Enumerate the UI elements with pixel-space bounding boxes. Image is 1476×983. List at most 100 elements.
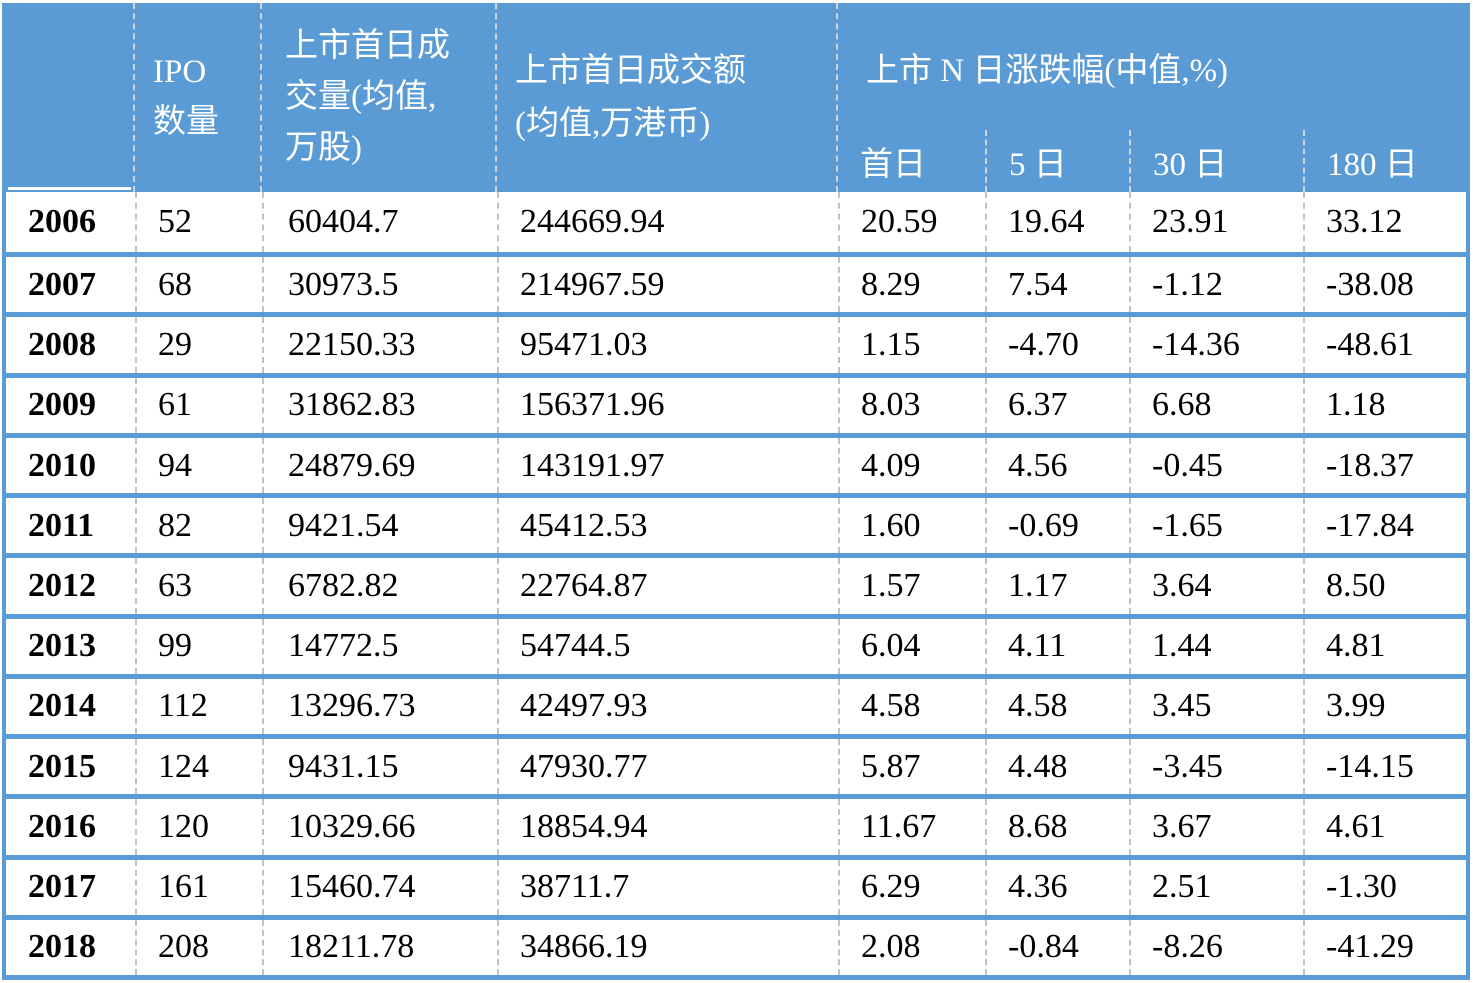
table-header: IPO 数量 上市首日成 交量(均值, 万股) 上市首日成交额 (均值,万港币)… — [2, 3, 1470, 192]
change-30-day-cell: 1.44 — [1129, 618, 1303, 674]
ipo-statistics-table: IPO 数量 上市首日成 交量(均值, 万股) 上市首日成交额 (均值,万港币)… — [0, 3, 1476, 983]
table-row: 2013 99 14772.5 54744.5 6.04 4.11 1.44 4… — [6, 613, 1466, 674]
change-30-day-cell: -8.26 — [1129, 919, 1303, 975]
change-5-day-cell: 6.37 — [985, 377, 1129, 433]
change-5-day-cell: 4.11 — [985, 618, 1129, 674]
first-day-volume-cell: 30973.5 — [262, 257, 497, 313]
first-day-volume-cell: 6782.82 — [262, 558, 497, 614]
first-day-volume-cell: 24879.69 — [262, 437, 497, 494]
table-row: 2016 120 10329.66 18854.94 11.67 8.68 3.… — [6, 794, 1466, 855]
table-row: 2011 82 9421.54 45412.53 1.60 -0.69 -1.6… — [6, 493, 1466, 554]
change-30-day-cell: 2.51 — [1129, 859, 1303, 915]
first-day-volume-cell: 15460.74 — [262, 859, 497, 915]
first-day-turnover-cell: 214967.59 — [497, 257, 838, 313]
first-day-turnover-cell: 34866.19 — [497, 919, 838, 975]
change-5-day-cell: 4.58 — [985, 678, 1129, 735]
first-day-volume-cell: 10329.66 — [262, 799, 497, 855]
change-first-day-cell: 1.57 — [838, 558, 985, 614]
first-day-volume-cell: 9431.15 — [262, 739, 497, 795]
change-30-day-cell: -14.36 — [1129, 317, 1303, 373]
header-volume-line: 万股) — [285, 130, 362, 167]
change-30-day-cell: 6.68 — [1129, 377, 1303, 433]
ipo-count-cell: 63 — [135, 558, 262, 614]
ipo-count-cell: 68 — [135, 257, 262, 313]
year-cell: 2009 — [6, 377, 135, 433]
table-row: 2006 52 60404.7 244669.94 20.59 19.64 23… — [6, 192, 1466, 253]
change-30-day-cell: 23.91 — [1129, 192, 1303, 253]
header-ipo-line: IPO — [153, 54, 207, 90]
change-30-day-cell: -1.12 — [1129, 257, 1303, 313]
table-row: 2012 63 6782.82 22764.87 1.57 1.17 3.64 … — [6, 553, 1466, 614]
year-cell: 2012 — [6, 558, 135, 614]
first-day-turnover-cell: 42497.93 — [497, 678, 838, 735]
header-change-group: 上市 N 日涨跌幅(中值,%) 首日 5 日 30 日 180 日 — [836, 3, 1470, 192]
first-day-turnover-cell: 22764.87 — [497, 558, 838, 614]
change-5-day-cell: 7.54 — [985, 257, 1129, 313]
change-5-day-cell: -0.84 — [985, 919, 1129, 975]
change-5-day-cell: 1.17 — [985, 558, 1129, 614]
year-cell: 2006 — [6, 192, 135, 253]
change-first-day-cell: 8.29 — [838, 257, 985, 313]
first-day-volume-cell: 18211.78 — [262, 919, 497, 975]
year-cell: 2010 — [6, 437, 135, 494]
table-row: 2014 112 13296.73 42497.93 4.58 4.58 3.4… — [6, 673, 1466, 735]
change-first-day-cell: 4.09 — [838, 437, 985, 494]
change-180-day-cell: 4.61 — [1303, 799, 1466, 855]
change-first-day-cell: 20.59 — [838, 192, 985, 253]
year-cell: 2011 — [6, 498, 135, 554]
ipo-count-cell: 99 — [135, 618, 262, 674]
ipo-count-cell: 94 — [135, 437, 262, 494]
change-5-day-cell: -4.70 — [985, 317, 1129, 373]
header-ipo-count: IPO 数量 — [133, 3, 260, 192]
first-day-turnover-cell: 45412.53 — [497, 498, 838, 554]
header-sub-5-day: 5 日 — [985, 130, 1129, 192]
first-day-volume-cell: 22150.33 — [262, 317, 497, 373]
change-180-day-cell: 33.12 — [1303, 192, 1466, 253]
change-30-day-cell: 3.45 — [1129, 678, 1303, 735]
ipo-count-cell: 82 — [135, 498, 262, 554]
header-first-day-turnover: 上市首日成交额 (均值,万港币) — [495, 3, 836, 192]
change-180-day-cell: -38.08 — [1303, 257, 1466, 313]
year-cell: 2014 — [6, 678, 135, 735]
change-first-day-cell: 4.58 — [838, 678, 985, 735]
ipo-count-cell: 161 — [135, 859, 262, 915]
change-first-day-cell: 6.29 — [838, 859, 985, 915]
change-5-day-cell: 4.48 — [985, 739, 1129, 795]
change-first-day-cell: 11.67 — [838, 799, 985, 855]
change-first-day-cell: 5.87 — [838, 739, 985, 795]
year-cell: 2016 — [6, 799, 135, 855]
year-cell: 2007 — [6, 257, 135, 313]
header-volume-line: 交量(均值, — [285, 78, 437, 115]
change-30-day-cell: -1.65 — [1129, 498, 1303, 554]
header-year-cell — [2, 3, 133, 192]
table-row: 2017 161 15460.74 38711.7 6.29 4.36 2.51… — [6, 854, 1466, 915]
change-180-day-cell: 1.18 — [1303, 377, 1466, 433]
first-day-turnover-cell: 244669.94 — [497, 192, 838, 253]
change-first-day-cell: 1.60 — [838, 498, 985, 554]
table-body: 2006 52 60404.7 244669.94 20.59 19.64 23… — [2, 192, 1470, 980]
change-180-day-cell: -18.37 — [1303, 437, 1466, 494]
year-cell: 2013 — [6, 618, 135, 674]
header-turnover-line: 上市首日成交额 — [515, 52, 746, 89]
change-180-day-cell: -14.15 — [1303, 739, 1466, 795]
first-day-volume-cell: 60404.7 — [262, 192, 497, 253]
header-sub-30-day: 30 日 — [1129, 130, 1303, 192]
ipo-count-cell: 124 — [135, 739, 262, 795]
change-180-day-cell: -1.30 — [1303, 859, 1466, 915]
table-row: 2009 61 31862.83 156371.96 8.03 6.37 6.6… — [6, 372, 1466, 433]
ipo-count-cell: 208 — [135, 919, 262, 975]
change-180-day-cell: -41.29 — [1303, 919, 1466, 975]
change-180-day-cell: -48.61 — [1303, 317, 1466, 373]
change-5-day-cell: 4.56 — [985, 437, 1129, 494]
change-30-day-cell: 3.67 — [1129, 799, 1303, 855]
change-30-day-cell: -0.45 — [1129, 437, 1303, 494]
first-day-turnover-cell: 156371.96 — [497, 377, 838, 433]
header-sub-first-day: 首日 — [860, 147, 926, 183]
header-first-day-volume: 上市首日成 交量(均值, 万股) — [260, 3, 495, 192]
year-column-underline — [8, 187, 131, 190]
table-row: 2010 94 24879.69 143191.97 4.09 4.56 -0.… — [6, 432, 1466, 494]
change-5-day-cell: -0.69 — [985, 498, 1129, 554]
first-day-turnover-cell: 54744.5 — [497, 618, 838, 674]
first-day-turnover-cell: 38711.7 — [497, 859, 838, 915]
change-180-day-cell: 3.99 — [1303, 678, 1466, 735]
